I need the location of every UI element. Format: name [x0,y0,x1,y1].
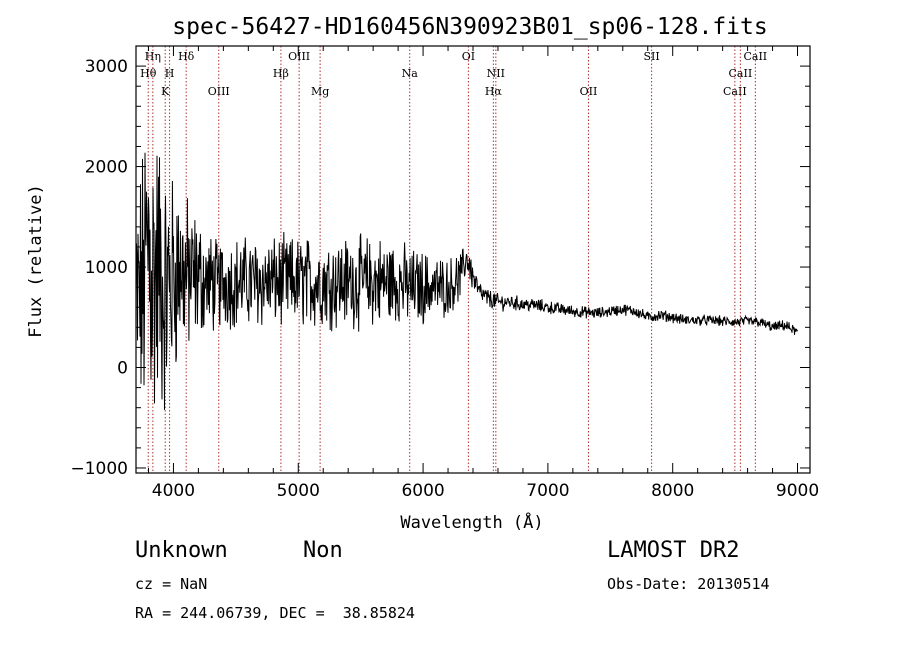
x-tick-label: 6000 [401,481,444,501]
spectral-line-label: Hβ [273,67,289,80]
spectral-line-label: CaII [723,85,747,98]
spectral-line-label: OII [580,85,598,98]
y-tick-label: 3000 [85,57,128,77]
coordinates: RA = 244.06739, DEC = 38.85824 [135,604,415,622]
y-tick-label: −1000 [70,459,128,479]
spectral-line-label: CaII [743,50,767,63]
x-tick-label: 4000 [152,481,195,501]
spectral-line-label: SII [643,50,659,63]
x-axis-label: Wavelength (Å) [400,511,543,533]
spectral-line-label: Na [402,67,419,80]
spectral-line-label: OI [462,50,475,63]
flux-series [135,152,798,410]
object-subclass: Non [303,538,343,563]
spectral-line-label: Hδ [178,50,195,63]
flux-line [135,152,798,410]
survey-name: LAMOST DR2 [607,538,740,563]
axis-ticks: 4000 5000 6000 7000 8000 9000 −1000 0 1000 2000 30… [70,45,819,501]
spectral-line-label: Mg [311,85,329,98]
spectral-lines: Hθ Hη HK Hδ OIII Hβ OIII Mg Na OI NII Hα OII SII CaII C… [140,46,767,473]
x-tick-label: 9000 [776,481,819,501]
object-class: Unknown [135,538,228,563]
spectral-line-label: K [161,85,170,98]
x-tick-label: 8000 [651,481,694,501]
y-axis-label: Flux (relative) [26,184,46,338]
y-tick-label: 1000 [85,258,128,278]
spectral-line-label: NII [487,67,505,80]
y-tick-label: 0 [117,359,128,379]
spectral-line-label: H [165,67,175,80]
x-tick-label: 5000 [277,481,320,501]
chart-title: spec-56427-HD160456N390923B01_sp06-128.f… [172,14,767,40]
spectral-line-label: Hθ [140,67,157,80]
obs-date: Obs-Date: 20130514 [607,575,770,593]
spectral-line-label: OIII [208,85,230,98]
spectral-line-label: Hη [145,50,161,63]
spectral-line-label: CaII [729,67,753,80]
spectral-line-label: Hα [485,85,503,98]
spectral-line-label: OIII [288,50,310,63]
redshift-info: cz = NaN [135,575,208,593]
x-tick-label: 7000 [526,481,569,501]
y-tick-label: 2000 [85,158,128,178]
